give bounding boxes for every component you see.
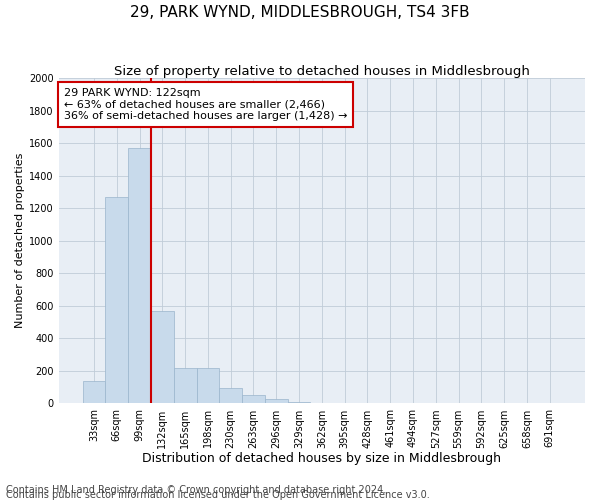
Bar (219, 388, 242, 404)
Bar (265, 398, 287, 404)
X-axis label: Distribution of detached houses by size in Middlesbrough: Distribution of detached houses by size … (142, 452, 502, 465)
Bar (128, 148, 151, 404)
Bar (151, 310, 174, 404)
Bar (174, 368, 197, 404)
Y-axis label: Number of detached properties: Number of detached properties (15, 153, 25, 328)
Bar (83, 380, 106, 404)
Text: 29, PARK WYND, MIDDLESBROUGH, TS4 3FB: 29, PARK WYND, MIDDLESBROUGH, TS4 3FB (130, 5, 470, 20)
Bar (197, 368, 219, 404)
Title: Size of property relative to detached houses in Middlesbrough: Size of property relative to detached ho… (114, 65, 530, 78)
Text: Contains public sector information licensed under the Open Government Licence v3: Contains public sector information licen… (6, 490, 430, 500)
Bar (287, 402, 310, 404)
Bar (106, 197, 128, 404)
Text: 29 PARK WYND: 122sqm
← 63% of detached houses are smaller (2,466)
36% of semi-de: 29 PARK WYND: 122sqm ← 63% of detached h… (64, 88, 347, 121)
Bar (242, 394, 265, 404)
Text: Contains HM Land Registry data © Crown copyright and database right 2024.: Contains HM Land Registry data © Crown c… (6, 485, 386, 495)
